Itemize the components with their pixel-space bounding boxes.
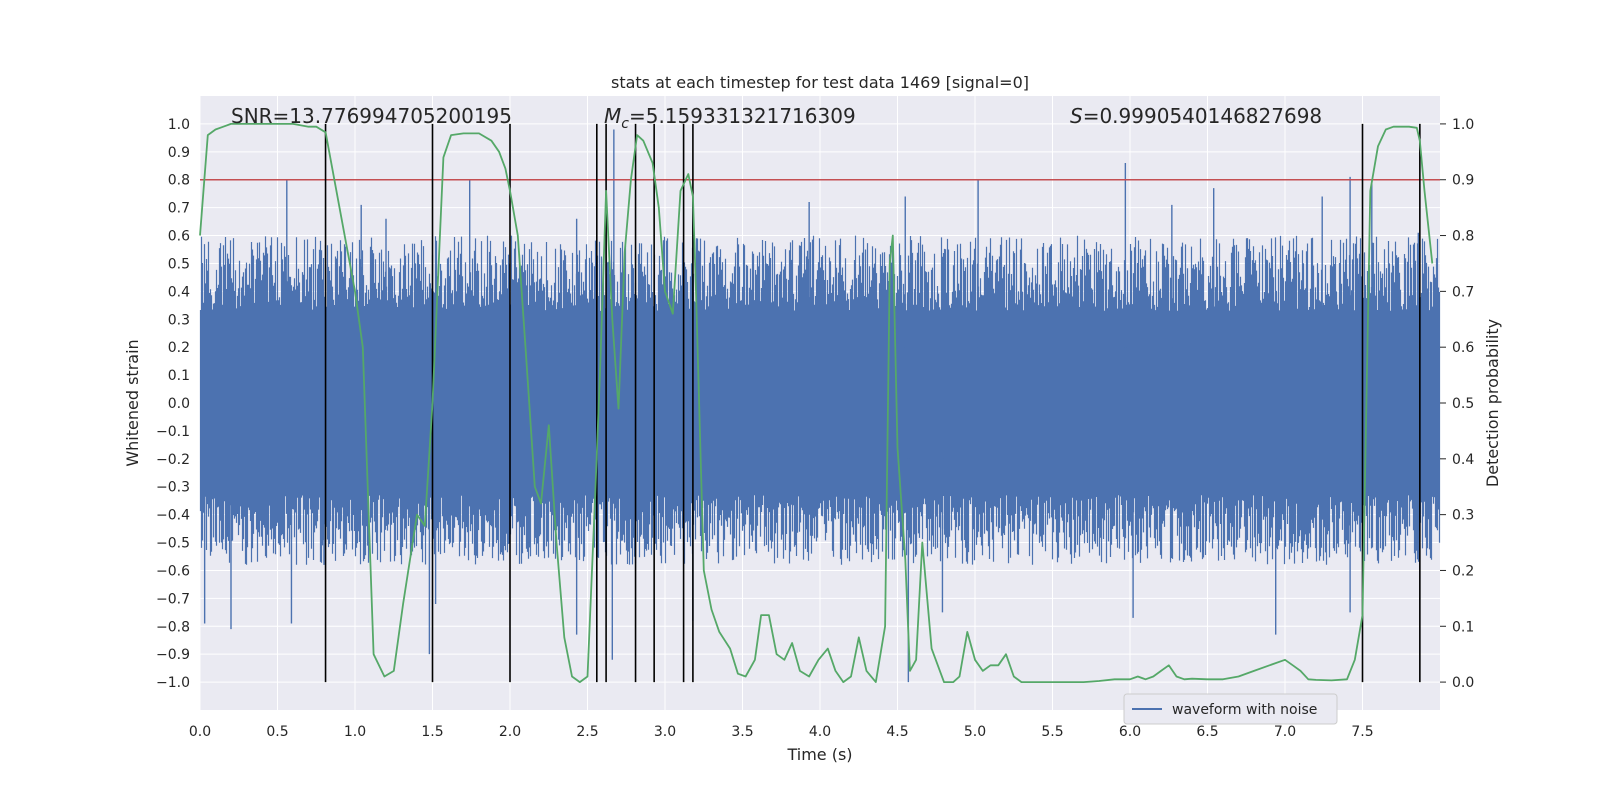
snr-annotation: SNR=13.776994705200195 [231, 104, 512, 128]
s-symbol: S [1070, 104, 1083, 128]
chirp-mass-value: =5.159331321716309 [629, 104, 856, 128]
y-tick-label: −0.9 [156, 647, 190, 663]
y-tick-label: −0.6 [156, 563, 190, 579]
x-tick-labels: 0.0 0.5 1.0 1.5 2.0 2.5 3.0 3.5 4.0 4.5 5.0 5.5 6.0 6… [189, 724, 1374, 740]
y-tick-label: 0.6 [168, 229, 190, 245]
x-tick-label: 0.0 [189, 724, 211, 740]
s-value: =0.9990540146827698 [1083, 104, 1322, 128]
y-right-tick-label: 0.5 [1452, 396, 1474, 412]
y-right-axis-label: Detection probability [1483, 319, 1502, 487]
waveform-series [199, 129, 1441, 683]
x-tick-label: 2.0 [499, 724, 521, 740]
y-right-tick-label: 0.7 [1452, 284, 1474, 300]
legend-label: waveform with noise [1172, 702, 1317, 718]
y-right-tick-label: 0.1 [1452, 619, 1474, 635]
y-right-tick-label: 0.3 [1452, 508, 1474, 524]
y-tick-label: 0.2 [168, 340, 190, 356]
x-tick-label: 0.5 [266, 724, 288, 740]
y-tick-label: −0.8 [156, 619, 190, 635]
y-tick-label: −1.0 [156, 675, 190, 691]
x-tick-label: 1.5 [421, 724, 443, 740]
chirp-mass-symbol: M [604, 104, 621, 128]
y-axis-label: Whitened strain [123, 339, 142, 466]
x-tick-label: 3.5 [731, 724, 753, 740]
y-tick-label: 0.1 [168, 368, 190, 384]
x-tick-label: 7.0 [1274, 724, 1296, 740]
y-right-tick-label: 0.9 [1452, 173, 1474, 189]
y-tick-label: −0.2 [156, 452, 190, 468]
y-tick-label: −0.4 [156, 508, 190, 524]
y-right-tick-label: 0.6 [1452, 340, 1474, 356]
x-tick-label: 4.5 [886, 724, 908, 740]
x-tick-label: 6.5 [1196, 724, 1218, 740]
y-tick-label: 0.5 [168, 256, 190, 272]
x-tick-label: 7.5 [1351, 724, 1373, 740]
x-tick-label: 6.0 [1119, 724, 1141, 740]
waveform-core [200, 347, 1440, 459]
y-tick-label: 0.0 [168, 396, 190, 412]
y-right-tick-label: 0.4 [1452, 452, 1474, 468]
chart-title: stats at each timestep for test data 146… [611, 73, 1029, 92]
y-tick-label: −0.7 [156, 591, 190, 607]
y-tick-label: 1.0 [168, 117, 190, 133]
legend-box [1123, 693, 1338, 725]
y-tick-labels: 1.0 0.9 0.8 0.7 0.6 0.5 0.4 0.3 0.2 0.1 0.0 −0.1 −0.… [156, 117, 190, 691]
y-tick-label: −0.5 [156, 536, 190, 552]
legend: waveform with noise [1123, 693, 1338, 725]
y-right-tick-label: 0.8 [1452, 229, 1474, 245]
y-tick-label: 0.7 [168, 201, 190, 217]
y-tick-label: 0.3 [168, 312, 190, 328]
x-tick-label: 4.0 [809, 724, 831, 740]
x-tick-label: 1.0 [344, 724, 366, 740]
detection-probability-line [199, 123, 1434, 683]
x-tick-label: 5.0 [964, 724, 986, 740]
y-tick-label: −0.3 [156, 480, 190, 496]
chirp-mass-subscript: c [621, 116, 629, 132]
y-tick-label: 0.8 [168, 173, 190, 189]
y-right-tick-labels: 1.0 0.9 0.8 0.7 0.6 0.5 0.4 0.3 0.2 0.1 0.0 [1440, 117, 1474, 691]
x-tick-label: 5.5 [1041, 724, 1063, 740]
y-right-tick-label: 0.2 [1452, 563, 1474, 579]
probability-series [199, 123, 1434, 683]
y-tick-label: −0.1 [156, 424, 190, 440]
y-tick-label: 0.9 [168, 145, 190, 161]
x-axis-label: Time (s) [786, 745, 852, 764]
x-tick-label: 2.5 [576, 724, 598, 740]
y-right-tick-label: 1.0 [1452, 117, 1474, 133]
y-tick-label: 0.4 [168, 284, 190, 300]
s-annotation: S=0.9990540146827698 [1070, 104, 1322, 128]
y-right-tick-label: 0.0 [1452, 675, 1474, 691]
chirp-mass-annotation: Mc=5.159331321716309 [604, 104, 856, 132]
x-tick-label: 3.0 [654, 724, 676, 740]
